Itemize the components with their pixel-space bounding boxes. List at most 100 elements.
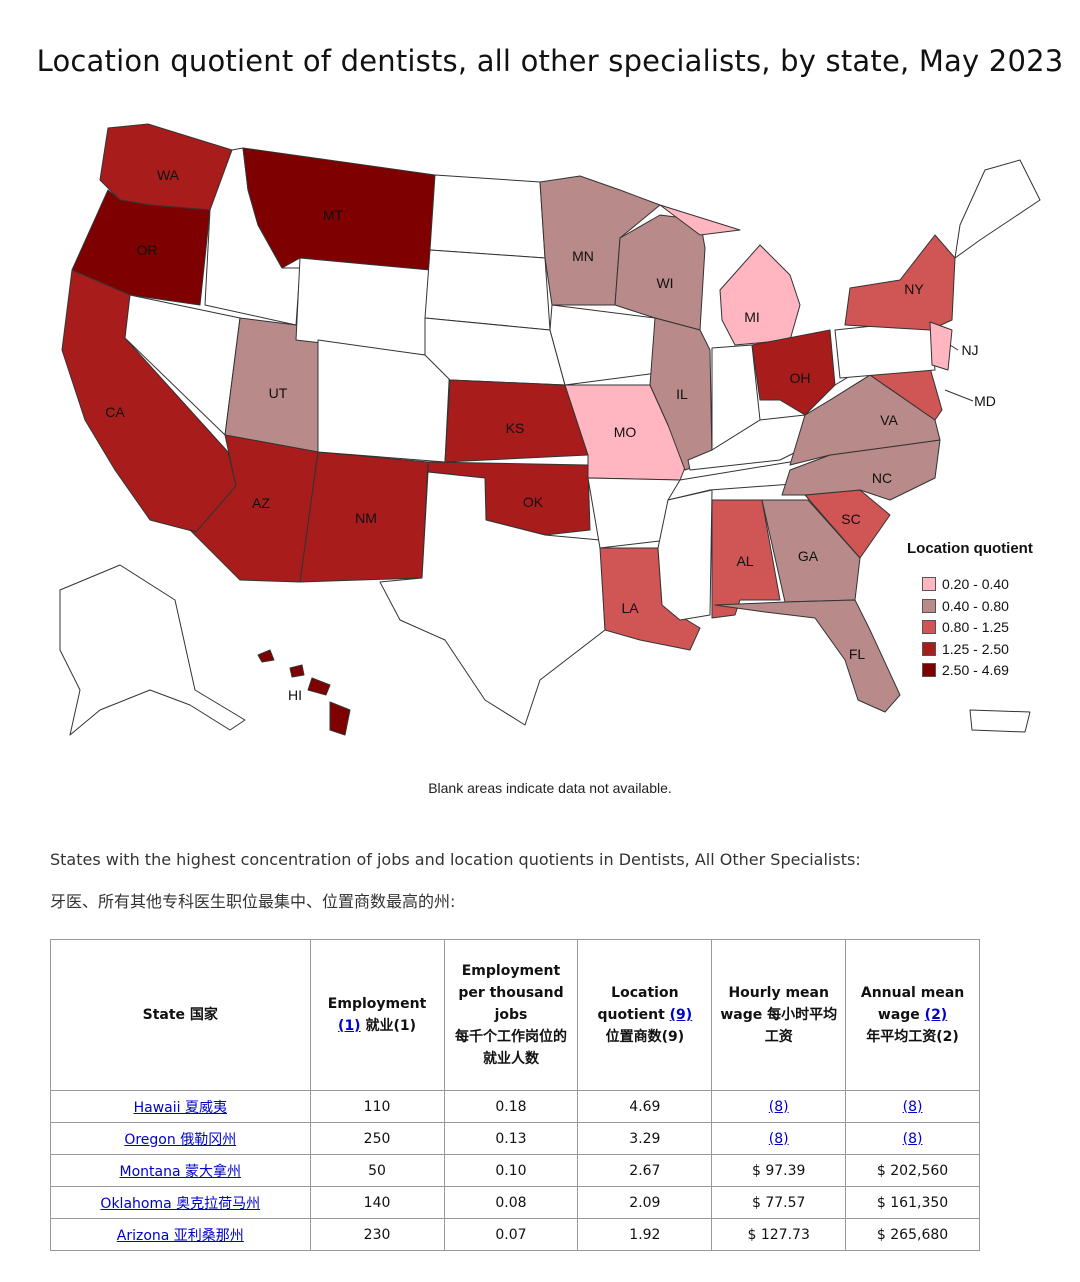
state-label-wa: WA [157, 167, 180, 183]
legend-label: 0.40 - 0.80 [942, 597, 1009, 614]
table-row: Montana 蒙大拿州 50 0.10 2.67 $ 97.39 $ 202,560 [50, 1154, 980, 1187]
state-wy [295, 257, 431, 356]
cell-hourly: $ 127.73 [711, 1218, 847, 1251]
cell-lq: 3.29 [577, 1122, 713, 1155]
cell-state: Hawaii 夏威夷 [50, 1090, 311, 1123]
cell-lq: 1.92 [577, 1218, 713, 1251]
state-label-ut: UT [269, 385, 288, 401]
cell-state: Arizona 亚利桑那州 [50, 1218, 311, 1251]
cell-employment: 140 [309, 1186, 445, 1219]
intro-text-zh: 牙医、所有其他专科医生职位最集中、位置商数最高的州: [50, 892, 456, 911]
header-employment-zh: 就业(1) [360, 1018, 417, 1034]
legend-item: 0.20 - 0.40 [922, 574, 1009, 594]
footnote-link-1[interactable]: (1) [338, 1018, 361, 1034]
legend-item: 2.50 - 4.69 [922, 660, 1009, 680]
state-label-va: VA [880, 412, 898, 428]
state-sd [424, 249, 551, 331]
state-ms [657, 489, 713, 621]
header-annual-label: Annual mean wage [860, 985, 965, 1023]
cell-hourly: (8) [711, 1090, 847, 1123]
state-link[interactable]: Oregon 俄勒冈州 [124, 1131, 237, 1148]
footnote-link-9[interactable]: (9) [669, 1007, 693, 1023]
state-label-wi: WI [656, 275, 673, 291]
header-lq-zh: 位置商数(9) [605, 1029, 685, 1045]
state-link[interactable]: Montana 蒙大拿州 [119, 1163, 242, 1180]
state-link[interactable]: Hawaii 夏威夷 [133, 1099, 227, 1116]
state-nd [429, 174, 546, 259]
state-label-ks: KS [506, 420, 525, 436]
state-co [317, 339, 451, 463]
state-ga [761, 499, 861, 603]
footnote-link[interactable]: (8) [768, 1098, 789, 1115]
intro-text-en: States with the highest concentration of… [50, 850, 861, 869]
cell-employment: 50 [309, 1154, 445, 1187]
state-ia [549, 304, 666, 386]
table-row: Oregon 俄勒冈州 250 0.13 3.29 (8) (8) [50, 1122, 980, 1155]
state-ny [844, 234, 956, 331]
legend-swatch [922, 641, 936, 656]
highest-concentration-table: State 国家 Employment (1) 就业(1) Employment… [50, 939, 980, 1251]
state-label-md: MD [974, 393, 996, 409]
state-label-la: LA [621, 600, 639, 616]
header-employment: Employment (1) 就业(1) [309, 939, 445, 1091]
state-label-hi: HI [288, 687, 302, 703]
state-label-or: OR [137, 242, 158, 258]
cell-per-thousand: 0.07 [443, 1218, 579, 1251]
state-label-nm: NM [355, 510, 377, 526]
state-label-mt: MT [323, 207, 344, 223]
legend-title: Location quotient [907, 540, 1033, 557]
cell-annual: $ 202,560 [845, 1154, 980, 1187]
header-hourly-wage: Hourly mean wage 每小时平均工资 [711, 939, 847, 1091]
blank-areas-note: Blank areas indicate data not available. [428, 780, 672, 796]
cell-state: Oregon 俄勒冈州 [50, 1122, 311, 1155]
cell-employment: 230 [309, 1218, 445, 1251]
legend-label: 2.50 - 4.69 [942, 662, 1009, 678]
state-mi [659, 204, 801, 346]
state-link[interactable]: Arizona 亚利桑那州 [116, 1227, 244, 1244]
state-label-mi: MI [744, 309, 760, 325]
state-pr [969, 709, 1031, 733]
cell-lq: 2.09 [577, 1186, 713, 1219]
legend-label: 0.80 - 1.25 [942, 619, 1009, 635]
map-title: Location quotient of dentists, all other… [36, 44, 1064, 78]
table-row: Oklahoma 奥克拉荷马州 140 0.08 2.09 $ 77.57 $ 161,3… [50, 1186, 980, 1219]
legend-item: 0.80 - 1.25 [922, 617, 1009, 637]
state-hi [257, 649, 351, 736]
header-per-thousand-label: Employment per thousand jobs [458, 963, 564, 1023]
state-label-sc: SC [841, 511, 860, 527]
state-label-ca: CA [105, 404, 125, 420]
header-location-quotient: Location quotient (9) 位置商数(9) [577, 939, 713, 1091]
footnote-link[interactable]: (8) [902, 1098, 923, 1115]
callout-line-md [944, 389, 974, 402]
state-label-al: AL [736, 553, 753, 569]
us-state-map: WA OR MT CA UT AZ NM KS OK MN WI IL MO MI OH NY VA NC SC GA… [59, 123, 1041, 736]
state-label-az: AZ [252, 495, 270, 511]
state-label-oh: OH [790, 370, 811, 386]
state-tx [379, 471, 606, 726]
header-employment-label: Employment [327, 996, 427, 1012]
header-lq-label: Location quotient [597, 985, 679, 1023]
cell-per-thousand: 0.13 [443, 1122, 579, 1155]
state-label-ok: OK [523, 494, 544, 510]
header-per-thousand-zh: 每千个工作岗位的就业人数 [454, 1029, 567, 1067]
cell-hourly: (8) [711, 1122, 847, 1155]
table-row: Hawaii 夏威夷 110 0.18 4.69 (8) (8) [50, 1090, 980, 1123]
footnote-link[interactable]: (8) [768, 1130, 789, 1147]
state-ne_states [954, 159, 1041, 259]
cell-annual: $ 265,680 [845, 1218, 980, 1251]
table-row: Arizona 亚利桑那州 230 0.07 1.92 $ 127.73 $ 265,68… [50, 1218, 980, 1251]
cell-per-thousand: 0.18 [443, 1090, 579, 1123]
state-label-nj: NJ [961, 342, 978, 358]
legend-item: 0.40 - 0.80 [922, 596, 1009, 616]
state-wi [614, 214, 706, 331]
legend-swatch [922, 663, 936, 677]
state-link[interactable]: Oklahoma 奥克拉荷马州 [100, 1195, 261, 1212]
cell-state: Oklahoma 奥克拉荷马州 [50, 1186, 311, 1219]
legend-label: 1.25 - 2.50 [942, 640, 1009, 657]
cell-annual: (8) [845, 1090, 980, 1123]
state-label-mn: MN [572, 248, 594, 264]
state-label-ga: GA [798, 548, 819, 564]
footnote-link[interactable]: (8) [902, 1130, 923, 1147]
header-annual-wage: Annual mean wage (2) 年平均工资(2) [845, 939, 980, 1091]
footnote-link-2[interactable]: (2) [924, 1007, 948, 1023]
